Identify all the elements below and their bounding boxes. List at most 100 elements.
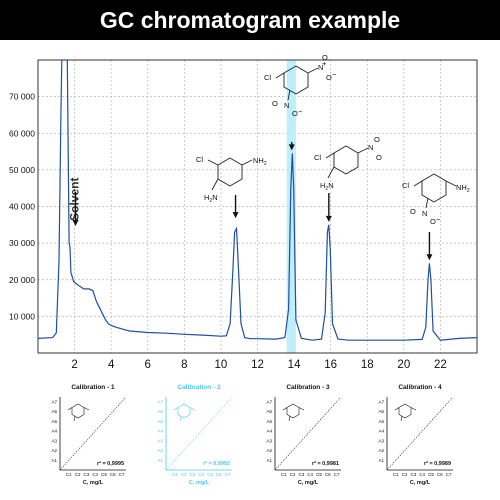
annotations: Solvent — [68, 142, 433, 261]
plot-frame — [37, 59, 478, 354]
mini-y-tick: A6 — [266, 409, 272, 414]
mini-y-tick: A7 — [157, 399, 163, 404]
calibration-panels: Calibration - 1C1 C2 C3 C4 C5 C6 C7A1A2A3A4A5A… — [51, 384, 454, 486]
r-squared-label: r² = 0,9992 — [203, 460, 230, 467]
mini-x-tick: C7 — [119, 472, 125, 477]
svg-text:O: O — [374, 135, 380, 144]
svg-text:N: N — [368, 143, 373, 152]
calibration-title: Calibration - 2 — [177, 384, 221, 391]
mini-y-tick: A1 — [51, 458, 57, 463]
svg-text:O: O — [272, 99, 278, 108]
mini-x-tick: C5 — [316, 472, 322, 477]
svg-text:Cl: Cl — [264, 73, 271, 82]
x-tick-label: 2 — [71, 359, 77, 371]
mini-x-tick: C2 — [290, 472, 296, 477]
mini-y-tick: A2 — [51, 448, 57, 453]
calibration-title: Calibration - 4 — [398, 384, 442, 391]
mini-x-tick: C2 — [75, 472, 81, 477]
svg-text:O: O — [410, 207, 416, 216]
mini-y-tick: A5 — [266, 419, 272, 424]
svg-text:O: O — [322, 53, 328, 62]
mini-x-tick: C2 — [402, 472, 408, 477]
mini-y-tick: A3 — [51, 438, 57, 443]
svg-text:Cl: Cl — [402, 181, 409, 190]
mini-ring — [286, 403, 300, 419]
axes — [37, 59, 478, 354]
svg-text:+: + — [322, 59, 327, 68]
mini-x-tick: C3 — [299, 472, 305, 477]
y-tick-label: 60 000 — [9, 128, 35, 138]
mini-ring — [177, 403, 191, 419]
mini-y-tick: A5 — [378, 419, 384, 424]
mini-y-tick: A2 — [378, 448, 384, 453]
mini-x-tick: C5 — [207, 472, 213, 477]
calibration-title: Calibration - 1 — [71, 384, 115, 391]
mini-bond — [288, 415, 291, 422]
svg-text:H2N: H2N — [320, 181, 334, 192]
mini-molecule — [67, 403, 90, 422]
fit-line — [59, 396, 127, 471]
mini-x-tick: C2 — [181, 472, 187, 477]
svg-text:N: N — [284, 101, 289, 110]
mini-molecule — [173, 403, 196, 422]
mini-y-tick: A7 — [51, 399, 57, 404]
peak-arrow-head — [232, 212, 239, 219]
mini-bond — [179, 415, 182, 422]
mini-y-tick: A5 — [157, 419, 163, 424]
molecule-structure: Cl N O O H2N — [314, 135, 382, 192]
mini-x-tick: C4 — [419, 472, 425, 477]
mini-bond — [394, 407, 400, 411]
mini-y-tick: A4 — [378, 429, 384, 434]
mini-x-tick: C1 — [393, 472, 399, 477]
mini-x-tick: C1 — [281, 472, 287, 477]
mini-x-label: C, mg/L — [189, 480, 210, 486]
svg-text:−: − — [332, 70, 337, 79]
mini-x-label: C, mg/L — [83, 480, 104, 486]
peak-arrow-head — [426, 254, 433, 261]
y-tick-label: 20 000 — [9, 275, 35, 285]
mini-y-tick: A1 — [266, 458, 272, 463]
mini-y-tick: A1 — [378, 458, 384, 463]
y-tick-label: 70 000 — [9, 92, 35, 102]
mini-y-tick: A2 — [266, 448, 272, 453]
mini-y-tick: A7 — [378, 399, 384, 404]
mini-x-tick: C4 — [198, 472, 204, 477]
fit-line — [386, 396, 454, 471]
svg-text:−: − — [436, 215, 441, 224]
mini-ring — [71, 403, 85, 419]
mini-x-label: C, mg/L — [410, 480, 431, 486]
mini-x-tick: C1 — [66, 472, 72, 477]
molecule-structure: Cl NH2 N O O − — [402, 173, 470, 226]
y-tick-label: 10 000 — [9, 311, 35, 321]
calibration-panel: Calibration - 3 C1 C2 C3 C4 C5 C6 C7 A1 A2 A3 A4 A5 A… — [266, 384, 342, 486]
svg-text:O: O — [326, 73, 332, 82]
x-tick-label: 16 — [324, 359, 337, 371]
fit-line — [165, 396, 233, 471]
mini-x-tick: C5 — [101, 472, 107, 477]
mini-bond — [410, 407, 417, 411]
r-squared-label: r² = 0,9989 — [424, 460, 451, 467]
y-tick-label: 30 000 — [9, 238, 35, 248]
y-tick-label: 40 000 — [9, 202, 35, 212]
mini-bond — [189, 407, 196, 411]
mini-y-tick: A4 — [51, 429, 57, 434]
mini-x-tick: C7 — [446, 472, 452, 477]
mini-x-tick: C7 — [225, 472, 231, 477]
mini-x-tick: C1 — [172, 472, 178, 477]
svg-text:O: O — [376, 153, 382, 162]
x-tick-label: 6 — [145, 359, 151, 371]
svg-text:N: N — [318, 63, 323, 72]
mini-bond — [400, 415, 403, 422]
mini-x-tick: C5 — [428, 472, 434, 477]
mini-y-tick: A6 — [51, 409, 57, 414]
peak-arrow-head — [325, 215, 332, 222]
chart-title: GC chromatogram example — [99, 6, 401, 33]
y-tick-label: 50 000 — [9, 165, 35, 175]
mini-x-tick: C6 — [325, 472, 331, 477]
mini-x-tick: C3 — [84, 472, 90, 477]
x-tick-label: 22 — [434, 359, 447, 371]
svg-text:NH2: NH2 — [456, 183, 470, 194]
calibration-panel: Calibration - 1 C1 C2 C3 C4 C5 C6 C7 A1 A2 A3 A4 A5 A… — [51, 384, 127, 486]
mini-x-tick: C4 — [92, 472, 98, 477]
